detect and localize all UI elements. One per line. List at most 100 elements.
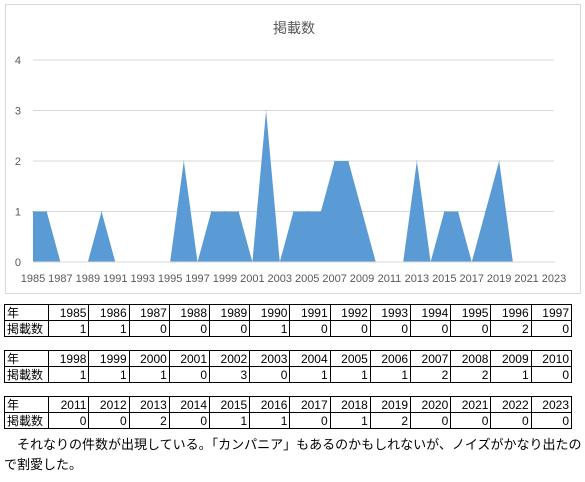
count-cell: 0 <box>48 412 90 429</box>
x-tick-label: 1987 <box>48 273 72 285</box>
count-cell: 2 <box>369 412 412 429</box>
x-tick-label: 2021 <box>514 273 538 285</box>
x-tick-label: 2003 <box>268 273 292 285</box>
count-cell: 2 <box>128 412 170 429</box>
count-cell: 1 <box>289 366 331 383</box>
year-cell: 2005 <box>329 350 371 367</box>
year-cell: 2014 <box>168 396 211 413</box>
x-tick-label: 1997 <box>185 273 209 285</box>
year-cell: 2004 <box>289 350 331 367</box>
y-tick-label: 3 <box>15 106 21 118</box>
area-series <box>33 110 554 262</box>
count-cell: 1 <box>369 366 412 383</box>
x-tick-label: 1989 <box>76 273 100 285</box>
row-header: 掲載数 <box>3 412 50 429</box>
data-point <box>293 211 294 212</box>
count-cell: 2 <box>450 366 492 383</box>
row-header: 掲載数 <box>3 366 50 383</box>
count-cell: 3 <box>209 366 251 383</box>
caption-text: それなりの件数が出現している。「カンパニア」もあるのかもしれないが、ノイズがかな… <box>4 438 582 473</box>
year-cell: 2000 <box>128 350 170 367</box>
year-cell: 1994 <box>410 304 452 321</box>
count-cell: 1 <box>88 320 130 337</box>
year-cell: 2010 <box>530 350 573 367</box>
year-cell: 2012 <box>88 396 130 413</box>
year-cell: 2008 <box>450 350 492 367</box>
year-cell: 2007 <box>410 350 452 367</box>
x-tick-label: 1993 <box>130 273 154 285</box>
count-row: 掲載数 1 1 1 0 3 0 1 1 1 2 2 1 0 <box>3 366 573 383</box>
year-cell: 2021 <box>450 396 492 413</box>
count-cell: 1 <box>249 320 291 337</box>
data-point <box>443 211 445 212</box>
year-cell: 2013 <box>128 396 170 413</box>
count-cell: 0 <box>249 366 291 383</box>
year-cell: 1998 <box>48 350 90 367</box>
count-cell: 0 <box>369 320 412 337</box>
count-cell: 0 <box>168 412 211 429</box>
count-cell: 0 <box>88 412 130 429</box>
data-table-1998-2010: 年 1998 1999 2000 2001 2002 2003 2004 2005 2006 200… <box>3 350 573 383</box>
data-point <box>347 160 349 162</box>
year-cell: 2015 <box>209 396 251 413</box>
count-cell: 2 <box>410 366 452 383</box>
data-point <box>498 160 500 162</box>
count-cell: 1 <box>209 412 251 429</box>
x-tick-label: 2023 <box>542 273 566 285</box>
data-point <box>183 160 185 162</box>
data-point <box>238 211 240 212</box>
count-cell: 0 <box>530 320 573 337</box>
x-tick-label: 2001 <box>240 273 264 285</box>
count-cell: 0 <box>410 412 452 429</box>
data-point <box>224 211 226 212</box>
year-cell: 2020 <box>410 396 452 413</box>
x-tick-label: 2009 <box>350 273 374 285</box>
x-tick-label: 2007 <box>322 273 346 285</box>
data-point <box>457 211 459 212</box>
year-cell: 2017 <box>289 396 331 413</box>
count-cell: 1 <box>490 366 532 383</box>
year-cell: 2009 <box>490 350 532 367</box>
data-point <box>210 211 212 212</box>
row-header: 年 <box>3 350 50 367</box>
count-row: 掲載数 1 1 0 0 0 1 0 0 0 0 0 2 0 <box>3 320 573 337</box>
data-point <box>32 211 34 212</box>
year-cell: 2018 <box>329 396 371 413</box>
count-cell: 1 <box>128 366 170 383</box>
y-tick-label: 1 <box>15 207 21 219</box>
count-cell: 0 <box>168 366 211 383</box>
year-cell: 2019 <box>369 396 412 413</box>
year-cell: 2001 <box>168 350 211 367</box>
x-tick-label: 2019 <box>487 273 511 285</box>
year-cell: 1993 <box>369 304 412 321</box>
count-cell: 0 <box>289 412 331 429</box>
x-tick-label: 1985 <box>21 273 45 285</box>
count-cell: 0 <box>490 412 532 429</box>
year-cell: 1995 <box>450 304 492 321</box>
count-cell: 0 <box>450 412 492 429</box>
count-cell: 0 <box>450 320 492 337</box>
year-cell: 1996 <box>490 304 532 321</box>
year-cell: 1987 <box>128 304 170 321</box>
count-cell: 0 <box>410 320 452 337</box>
data-point <box>361 211 363 212</box>
chart-area: 掲載数 0 1 2 3 4 1985 1987 1989 1991 1993 1995 1997 1999… <box>5 4 581 294</box>
count-cell: 1 <box>249 412 291 429</box>
count-cell: 2 <box>490 320 532 337</box>
data-point <box>265 110 267 111</box>
year-cell: 1989 <box>209 304 251 321</box>
x-tick-label: 1995 <box>158 273 182 285</box>
data-point <box>416 160 418 162</box>
data-point <box>101 211 103 212</box>
count-cell: 0 <box>128 320 170 337</box>
row-header: 掲載数 <box>3 320 50 337</box>
year-cell: 2022 <box>490 396 532 413</box>
x-tick-label: 2005 <box>295 273 319 285</box>
year-cell: 1988 <box>168 304 211 321</box>
x-tick-label: 2015 <box>432 273 456 285</box>
x-tick-label: 1999 <box>213 273 237 285</box>
data-point <box>320 211 322 212</box>
year-cell: 1990 <box>249 304 291 321</box>
year-cell: 1997 <box>530 304 573 321</box>
x-tick-label: 1991 <box>103 273 127 285</box>
